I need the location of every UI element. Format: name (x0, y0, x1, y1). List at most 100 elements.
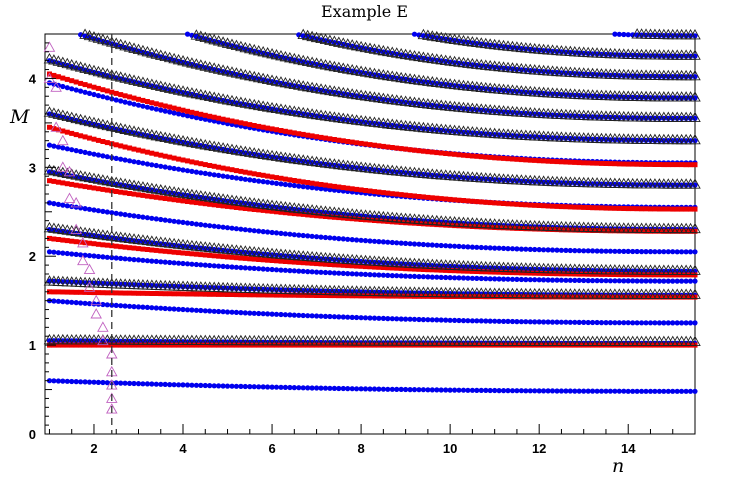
circle-point (639, 73, 645, 79)
square-point (176, 342, 182, 348)
circle-point (291, 232, 297, 238)
square-point (376, 143, 382, 149)
square-point (358, 187, 364, 193)
circle-point (260, 384, 266, 390)
circle-point (385, 316, 391, 322)
circle-point (153, 162, 159, 169)
square-point (505, 270, 511, 275)
circle-point (460, 318, 467, 324)
circle-point (670, 278, 676, 284)
square-point (550, 271, 555, 277)
circle-point (509, 246, 516, 252)
circle-point (278, 287, 284, 293)
circle-point (198, 382, 204, 388)
square-point (64, 238, 70, 244)
circle-point (153, 305, 159, 311)
circle-point (478, 244, 484, 251)
square-point (639, 206, 645, 212)
square-point (207, 342, 213, 348)
circle-point (95, 253, 101, 260)
circle-point (656, 137, 663, 144)
circle-point (265, 287, 271, 293)
square-point (149, 247, 155, 253)
circle-point (167, 109, 173, 115)
circle-point (238, 310, 244, 316)
square-point (380, 265, 386, 270)
square-point (100, 290, 106, 296)
square-point (207, 163, 213, 168)
circle-point (269, 311, 275, 317)
circle-point (113, 380, 119, 386)
circle-point (647, 182, 654, 188)
circle-point (291, 385, 297, 391)
circle-point (692, 182, 698, 188)
circle-point (331, 314, 337, 320)
square-point (185, 158, 190, 164)
square-point (55, 342, 61, 348)
circle-point (572, 277, 578, 283)
circle-point (140, 304, 146, 310)
square-point (238, 205, 244, 211)
circle-point (590, 278, 596, 284)
circle-point (300, 385, 306, 391)
circle-point (643, 115, 649, 121)
circle-point (603, 320, 609, 326)
circle-point (492, 276, 498, 282)
circle-point (198, 170, 204, 176)
square-point (585, 160, 591, 166)
circle-point (193, 382, 199, 388)
square-point (238, 168, 244, 174)
square-point (679, 162, 685, 168)
circle-point (563, 180, 569, 186)
circle-point (336, 385, 342, 392)
square-point (69, 181, 75, 187)
circle-point (630, 248, 636, 255)
square-point (185, 108, 190, 114)
square-point (91, 84, 97, 90)
square-point (78, 289, 84, 295)
square-point (523, 157, 529, 163)
circle-point (443, 317, 449, 323)
circle-point (305, 313, 311, 319)
circle-point (656, 95, 663, 101)
x-axis-label: n (612, 455, 624, 477)
square-point (176, 106, 182, 112)
square-point (541, 158, 547, 164)
circle-point (322, 288, 329, 294)
circle-point (456, 317, 462, 324)
circle-point (625, 248, 631, 254)
square-point (407, 147, 413, 153)
circle-point (296, 232, 302, 238)
square-point (171, 342, 177, 348)
circle-point (403, 386, 409, 393)
circle-point (607, 388, 614, 394)
square-point (158, 342, 164, 348)
circle-point (104, 254, 110, 260)
circle-point (647, 53, 654, 59)
square-point (202, 342, 208, 348)
square-point (216, 202, 222, 208)
circle-point (193, 115, 199, 121)
square-point (300, 260, 306, 266)
circle-point (616, 181, 622, 188)
square-point (225, 117, 230, 123)
circle-point (581, 181, 587, 187)
circle-point (621, 248, 627, 254)
square-point (95, 241, 101, 247)
circle-point (532, 319, 538, 325)
circle-point (647, 73, 654, 79)
circle-point (661, 320, 667, 326)
circle-point (411, 31, 418, 37)
square-point (211, 163, 217, 169)
square-point (314, 261, 320, 267)
square-point (331, 214, 337, 220)
circle-point (416, 241, 422, 247)
triangle-point (689, 264, 701, 275)
square-point (665, 206, 671, 212)
circle-point (207, 171, 213, 177)
circle-point (233, 226, 239, 232)
square-point (296, 259, 302, 265)
circle-point (460, 387, 467, 393)
square-point (309, 180, 315, 186)
circle-point (639, 137, 645, 143)
